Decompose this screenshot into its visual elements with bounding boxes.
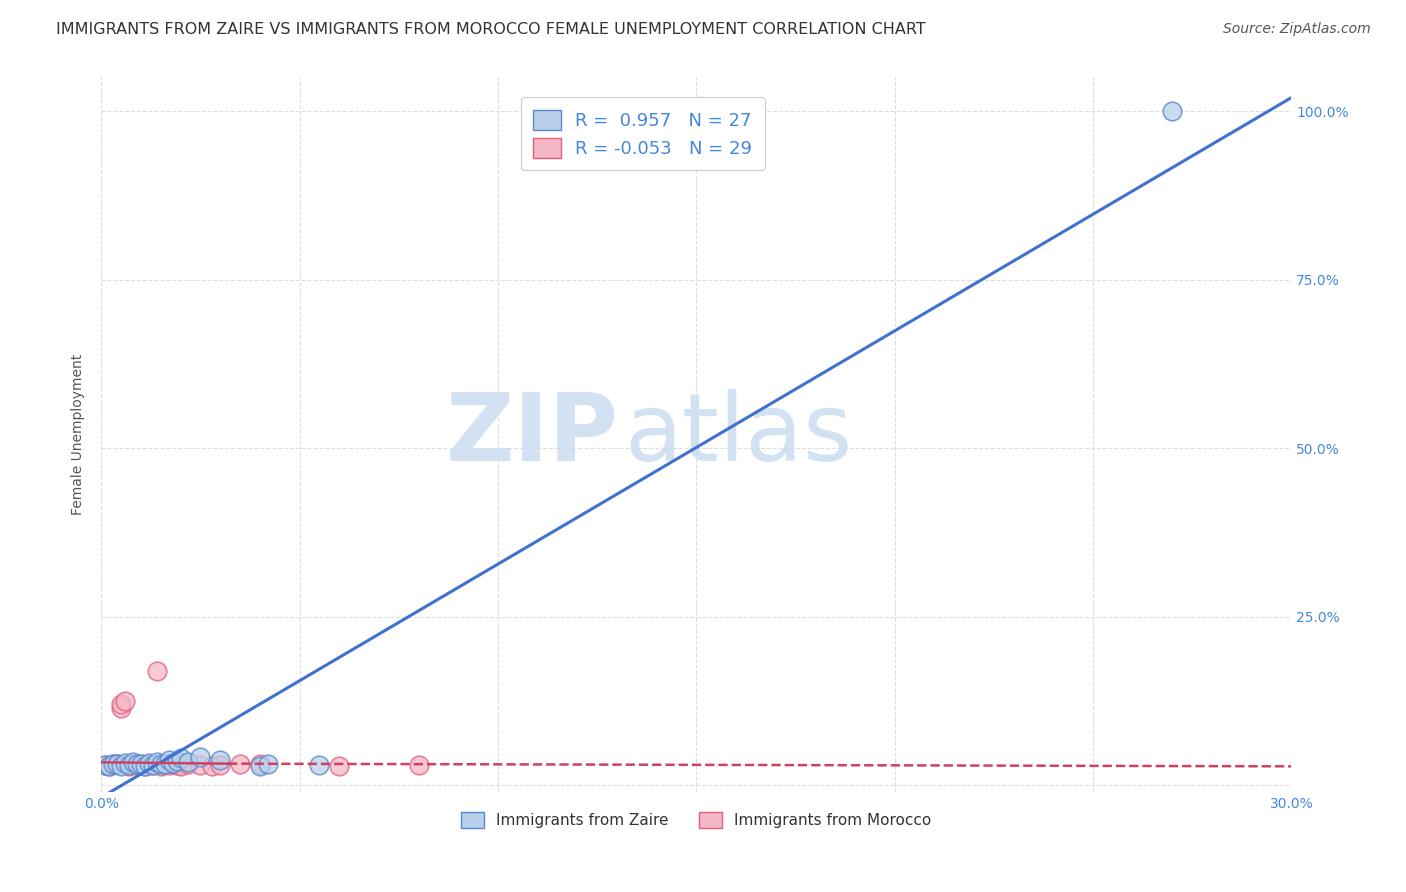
Text: Source: ZipAtlas.com: Source: ZipAtlas.com <box>1223 22 1371 37</box>
Point <box>125 757 148 772</box>
Point <box>122 757 145 772</box>
Point <box>209 753 232 767</box>
Point <box>229 756 252 771</box>
Point <box>201 759 224 773</box>
Point <box>118 758 141 772</box>
Point <box>110 758 132 772</box>
Point <box>166 754 188 768</box>
Point <box>110 698 132 712</box>
Point <box>153 757 176 772</box>
Point <box>134 759 156 773</box>
Point <box>249 759 271 773</box>
Y-axis label: Female Unemployment: Female Unemployment <box>72 354 86 516</box>
Point <box>94 758 117 772</box>
Point <box>98 759 121 773</box>
Point <box>308 758 330 772</box>
Point <box>138 757 160 772</box>
Point <box>142 758 165 772</box>
Point <box>145 755 167 769</box>
Text: ZIP: ZIP <box>446 389 619 481</box>
Text: atlas: atlas <box>624 389 853 481</box>
Point <box>122 756 145 770</box>
Text: IMMIGRANTS FROM ZAIRE VS IMMIGRANTS FROM MOROCCO FEMALE UNEMPLOYMENT CORRELATION: IMMIGRANTS FROM ZAIRE VS IMMIGRANTS FROM… <box>56 22 927 37</box>
Point <box>190 758 212 772</box>
Point <box>101 756 124 771</box>
Point <box>110 700 132 714</box>
Point <box>177 757 200 772</box>
Point <box>169 751 191 765</box>
Point <box>142 758 165 772</box>
Point <box>101 756 124 771</box>
Point <box>118 758 141 772</box>
Point <box>149 758 172 772</box>
Point <box>157 753 180 767</box>
Point <box>149 756 172 771</box>
Point <box>138 756 160 770</box>
Point <box>209 758 232 772</box>
Point <box>153 757 176 772</box>
Point <box>157 758 180 772</box>
Point <box>125 758 148 772</box>
Point <box>190 750 212 764</box>
Point <box>114 694 136 708</box>
Point <box>129 756 152 771</box>
Point <box>129 756 152 771</box>
Point <box>134 758 156 772</box>
Point <box>162 756 184 770</box>
Point <box>114 756 136 770</box>
Point <box>98 759 121 773</box>
Point <box>105 757 128 772</box>
Point <box>249 757 271 772</box>
Point <box>94 758 117 772</box>
Point <box>408 758 430 772</box>
Legend: Immigrants from Zaire, Immigrants from Morocco: Immigrants from Zaire, Immigrants from M… <box>456 805 938 834</box>
Point <box>105 757 128 772</box>
Point <box>1161 104 1184 119</box>
Point <box>145 664 167 678</box>
Point <box>166 758 188 772</box>
Point <box>328 758 350 772</box>
Point <box>162 756 184 771</box>
Point <box>169 758 191 772</box>
Point <box>256 756 278 771</box>
Point <box>177 756 200 770</box>
